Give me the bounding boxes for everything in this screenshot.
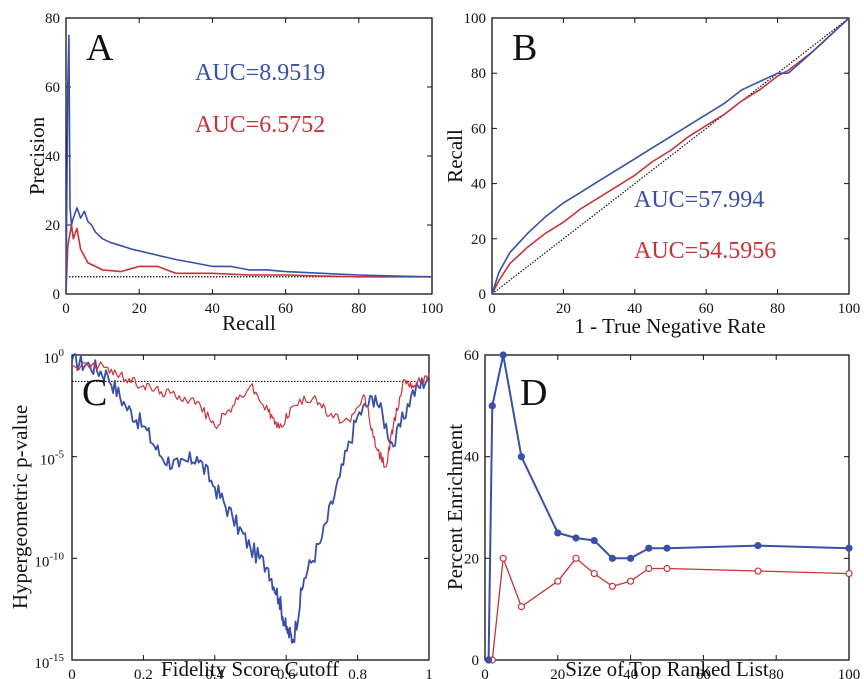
x-tick-label: 1 — [425, 667, 433, 679]
series-line-red — [488, 557, 850, 661]
x-axis-label: Fidelity Score Cutoff — [161, 657, 339, 679]
x-tick-label: 0.8 — [348, 667, 367, 679]
data-point-blue — [626, 554, 635, 562]
y-axis-label: Recall — [443, 129, 467, 183]
data-point-blue — [517, 453, 526, 461]
y-tick-label: 60 — [471, 121, 486, 137]
x-axis-label: Size of Top Ranked List — [565, 657, 769, 679]
auc-annotation-blue: AUC=57.994 — [634, 187, 764, 213]
y-tick-label: 0 — [479, 287, 487, 303]
data-point-blue — [608, 554, 617, 562]
y-tick-label: 80 — [471, 66, 486, 82]
x-tick-label: 0 — [68, 667, 76, 679]
series-line-red — [491, 17, 850, 295]
plot-frame — [71, 354, 430, 661]
data-point-red — [499, 554, 507, 562]
chart-panel-c: 0 0.2 0.4 0.6 0.8 1 100 10-5 10-10 10-15 C Fideli… — [8, 347, 433, 679]
data-point-red — [517, 603, 526, 611]
x-tick-label: 0 — [481, 667, 489, 679]
y-axis-label: Hypergeometric p-value — [8, 405, 32, 609]
data-point-red — [572, 554, 580, 562]
x-tick-label: 0.6 — [277, 667, 296, 679]
plot-frame — [484, 354, 850, 661]
y-tick-label: 20 — [45, 218, 60, 234]
y-tick-label: 40 — [45, 149, 60, 165]
y-tick-label: 40 — [464, 450, 479, 466]
x-tick-label: 80 — [351, 301, 366, 317]
data-point-red — [645, 564, 653, 573]
data-point-red — [663, 564, 671, 573]
data-point-blue — [554, 529, 562, 537]
data-point-red — [845, 569, 853, 578]
data-point-red — [754, 567, 762, 575]
series-line-blue — [491, 17, 850, 295]
x-axis-label: 1 - True Negative Rate — [574, 314, 765, 338]
data-point-blue — [663, 544, 671, 552]
auc-annotation-blue: AUC=8.9519 — [195, 60, 325, 86]
data-point-blue — [590, 536, 598, 545]
x-tick-label: 0.2 — [134, 667, 153, 679]
y-tick-label: 100 — [44, 347, 65, 367]
panel-label-c: C — [82, 372, 107, 414]
series-line-blue — [71, 353, 430, 644]
plot-frame — [491, 17, 850, 295]
data-point-blue — [488, 402, 496, 410]
x-tick-label: 20 — [132, 301, 147, 317]
chart-panel-d: 0 20 40 60 80 100 0 20 40 60 D Size of Top Ranked… — [443, 348, 860, 679]
y-tick-label: 60 — [45, 80, 60, 96]
series-line-red — [71, 361, 430, 468]
x-tick-label: 100 — [838, 667, 861, 679]
y-tick-label: 80 — [45, 11, 60, 27]
x-tick-label: 0.4 — [205, 667, 224, 679]
y-tick-label: 0 — [53, 287, 61, 303]
x-axis-label: Recall — [222, 311, 276, 335]
data-point-blue — [572, 534, 580, 542]
auc-annotation-red: AUC=6.5752 — [195, 112, 325, 138]
y-tick-label: 0 — [472, 653, 480, 669]
diagonal-line — [491, 17, 850, 295]
y-tick-label: 20 — [464, 551, 479, 567]
y-tick-label: 100 — [464, 11, 487, 27]
y-axis-label: Percent Enrichment — [443, 424, 467, 590]
data-point-blue — [645, 544, 653, 552]
y-tick-label: 20 — [471, 232, 486, 248]
x-tick-label: 100 — [421, 301, 444, 317]
x-tick-label: 40 — [623, 667, 638, 679]
chart-panel-a: 0 20 40 60 80 100 0 20 40 60 80 A AUC=8.9519 AUC=6… — [25, 11, 443, 335]
data-point-red — [626, 577, 635, 585]
x-tick-label: 20 — [550, 667, 565, 679]
y-tick-label: 10-10 — [34, 550, 64, 570]
panel-label-d: D — [520, 372, 547, 414]
y-tick-label: 10-5 — [40, 449, 65, 469]
x-tick-label: 60 — [696, 667, 711, 679]
data-point-blue — [499, 351, 507, 359]
data-point-blue — [485, 656, 493, 664]
data-point-red — [554, 577, 562, 585]
data-point-red — [590, 569, 598, 578]
y-tick-label: 10-15 — [34, 652, 64, 672]
data-point-blue — [845, 544, 853, 552]
x-tick-label: 80 — [770, 301, 785, 317]
y-tick-label: 40 — [471, 177, 486, 193]
auc-annotation-red: AUC=54.5956 — [634, 238, 776, 264]
x-tick-label: 80 — [769, 667, 784, 679]
panel-label-a: A — [86, 27, 114, 69]
x-tick-label: 40 — [205, 301, 220, 317]
y-tick-label: 60 — [464, 348, 479, 364]
x-tick-label: 0 — [62, 301, 70, 317]
x-tick-label: 60 — [699, 301, 714, 317]
x-tick-label: 60 — [278, 301, 293, 317]
data-point-blue — [754, 542, 762, 550]
data-point-red — [608, 582, 617, 590]
series-line-blue — [65, 34, 433, 295]
x-tick-label: 20 — [556, 301, 571, 317]
x-tick-label: 40 — [627, 301, 642, 317]
chart-panel-b: 0 20 40 60 80 100 0 20 40 60 80 100 B AUC=57.994 AU… — [443, 11, 860, 338]
y-axis-label: Precision — [25, 116, 49, 195]
series-line-red — [65, 224, 432, 295]
panel-label-b: B — [512, 27, 537, 69]
x-tick-label: 0 — [488, 301, 496, 317]
x-tick-label: 100 — [838, 301, 861, 317]
